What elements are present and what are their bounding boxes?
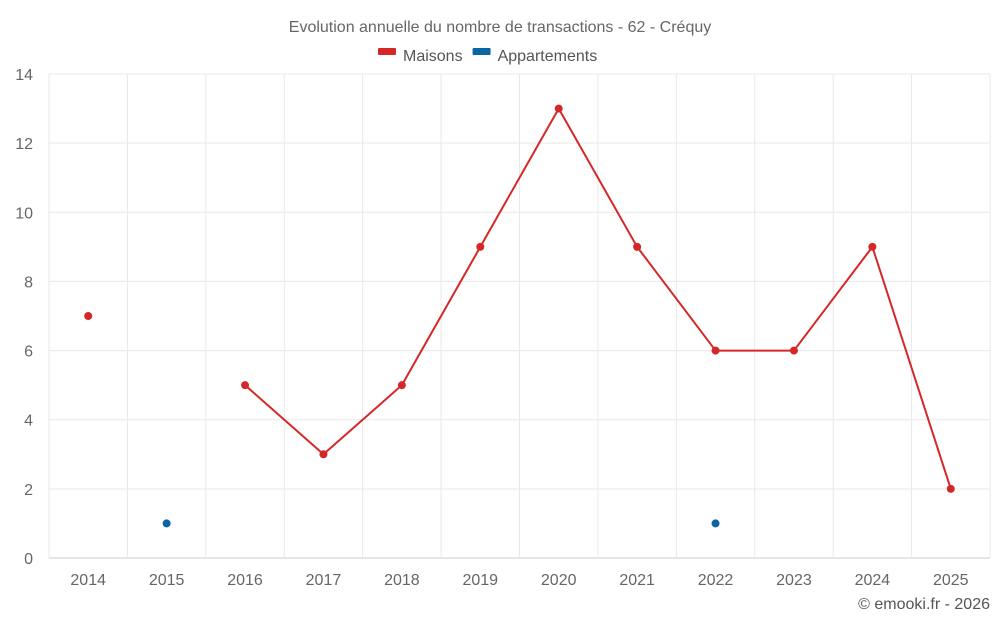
x-tick-label: 2014 <box>70 572 106 589</box>
y-tick-label: 2 <box>24 482 33 499</box>
series-line-segment <box>322 384 403 456</box>
y-tick-label: 0 <box>24 551 33 568</box>
series-lines <box>244 107 952 490</box>
legend-swatch[interactable] <box>378 48 396 55</box>
y-tick-label: 8 <box>24 274 33 291</box>
data-point[interactable] <box>319 450 328 459</box>
y-tick-label: 14 <box>15 67 33 84</box>
x-tick-label: 2015 <box>149 572 185 589</box>
x-tick-label: 2025 <box>933 572 969 589</box>
x-tick-label: 2024 <box>855 572 891 589</box>
series-points <box>84 104 955 528</box>
y-tick-label: 4 <box>24 413 33 430</box>
x-tick-label: 2018 <box>384 572 420 589</box>
y-tick-label: 6 <box>24 344 33 361</box>
x-tick-label: 2016 <box>227 572 263 589</box>
x-tick-label: 2021 <box>619 572 655 589</box>
data-point[interactable] <box>476 242 485 251</box>
series-line-segment <box>400 245 482 387</box>
chart-title: Evolution annuelle du nombre de transact… <box>289 19 711 36</box>
series-line-segment <box>479 107 560 248</box>
x-tick-label: 2017 <box>306 572 342 589</box>
data-point[interactable] <box>397 381 406 390</box>
x-tick-label: 2023 <box>776 572 812 589</box>
x-tick-label: 2020 <box>541 572 577 589</box>
data-point[interactable] <box>633 242 642 251</box>
series-line-segment <box>871 245 952 490</box>
data-point[interactable] <box>241 381 250 390</box>
y-axis-ticks: 0 2 4 6 8 10 12 14 <box>15 67 33 568</box>
data-point[interactable] <box>946 484 955 493</box>
series-line-segment <box>636 245 717 352</box>
series-line-segment <box>557 107 639 248</box>
x-tick-label: 2022 <box>698 572 734 589</box>
grid <box>48 73 991 559</box>
y-tick-label: 12 <box>15 136 33 153</box>
legend: Maisons Appartements <box>378 48 597 65</box>
x-axis-ticks: 2014 2015 2016 2017 2018 2019 2020 2021 2022 2023… <box>70 572 968 589</box>
data-point[interactable] <box>711 519 720 528</box>
legend-swatch[interactable] <box>472 48 491 55</box>
legend-label[interactable]: Maisons <box>403 48 463 65</box>
data-point[interactable] <box>162 519 171 528</box>
data-point[interactable] <box>711 346 720 355</box>
credit-text: © emooki.fr - 2026 <box>858 596 990 613</box>
legend-label[interactable]: Appartements <box>498 48 598 65</box>
x-tick-label: 2019 <box>462 572 498 589</box>
data-point[interactable] <box>84 312 93 320</box>
data-point[interactable] <box>554 104 563 113</box>
data-point[interactable] <box>789 346 798 355</box>
series-line-segment <box>244 384 325 456</box>
series-line-segment <box>792 245 874 352</box>
y-tick-label: 10 <box>15 205 33 222</box>
data-point[interactable] <box>868 242 877 251</box>
